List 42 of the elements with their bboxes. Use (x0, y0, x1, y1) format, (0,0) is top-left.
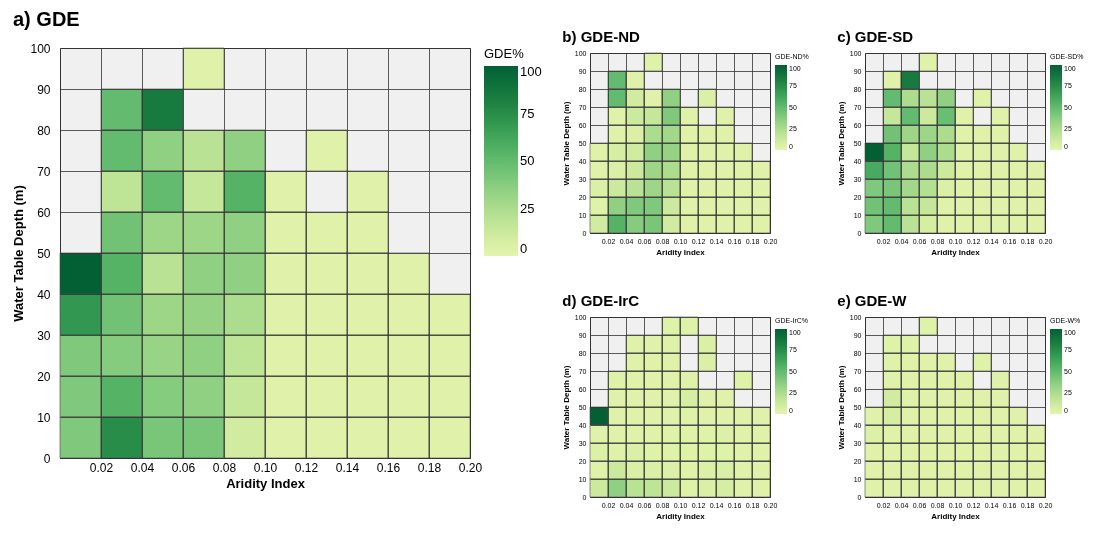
color-bar-label: 75 (520, 105, 535, 121)
y-tick-label: 0 (43, 451, 51, 466)
x-tick-label: 0.16 (376, 460, 401, 475)
x-tick-label: 0.02 (89, 460, 114, 475)
y-tick-label: 70 (37, 164, 51, 179)
chart-title: b) GDE-ND (562, 28, 640, 45)
x-tick-label: 0.06 (171, 460, 196, 475)
color-bar-label: 25 (520, 200, 535, 216)
y-tick-label: 40 (37, 287, 51, 302)
color-bar-title: GDE% (484, 46, 525, 61)
y-tick-label: 90 (37, 82, 51, 97)
chart-title: c) GDE-SD (837, 28, 914, 45)
x-axis-title: Aridity Index (931, 247, 981, 257)
y-axis-title: Water Table Depth (m) (561, 365, 571, 450)
chart-title: a) GDE (12, 8, 80, 30)
y-tick-label: 60 (37, 205, 51, 220)
y-axis-title: Water Table Depth (m) (836, 365, 846, 450)
x-axis-title: Aridity Index (931, 511, 981, 521)
x-axis-title: Aridity Index (226, 475, 306, 491)
y-axis-title: Water Table Depth (m) (561, 101, 571, 186)
y-tick-label: 30 (37, 328, 51, 343)
color-bar-label: 0 (520, 241, 528, 256)
x-tick-label: 0.14 (335, 460, 360, 475)
x-tick-label: 0.10 (253, 460, 278, 475)
color-bar-label: 50 (520, 153, 535, 168)
x-tick-label: 0.20 (458, 460, 483, 475)
x-tick-label: 0.04 (130, 460, 155, 475)
y-tick-label: 100 (30, 41, 51, 56)
y-tick-label: 20 (37, 369, 51, 384)
y-tick-label: 10 (37, 410, 51, 425)
x-axis-title: Aridity Index (656, 511, 706, 521)
x-tick-label: 0.08 (212, 460, 237, 475)
chart-title: e) GDE-W (837, 292, 908, 309)
y-tick-label: 80 (37, 123, 51, 138)
x-tick-label: 0.18 (417, 460, 442, 475)
y-axis-title: Water Table Depth (m) (11, 185, 27, 322)
color-bar-label: 100 (520, 64, 542, 79)
x-axis-title: Aridity Index (656, 247, 706, 257)
chart-title: d) GDE-IrC (562, 292, 640, 309)
y-tick-label: 50 (37, 246, 51, 261)
x-tick-label: 0.12 (294, 460, 319, 475)
y-axis-title: Water Table Depth (m) (836, 101, 846, 186)
